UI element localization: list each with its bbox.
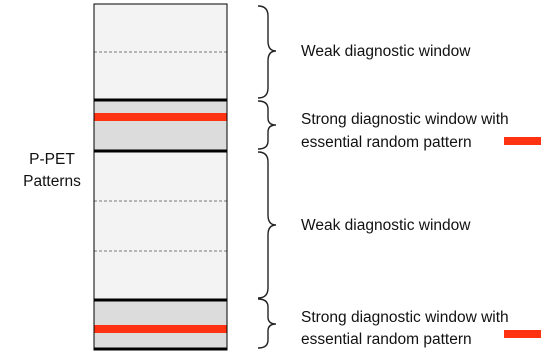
strong-window-1-label-line1: Strong diagnostic window with [301, 111, 509, 128]
brace-weak-window-1 [257, 5, 277, 99]
random-pattern-legend-swatch [504, 137, 541, 145]
brace-strong-window-1 [257, 100, 277, 150]
side-label-line2: Patterns [23, 173, 81, 190]
random-pattern-legend-swatch [504, 330, 541, 338]
weak-window-1-label: Weak diagnostic window [301, 43, 471, 60]
strong-window-2-region [94, 300, 227, 349]
strong-window-2-label-line1: Strong diagnostic window with [301, 309, 509, 326]
random-pattern-bar [94, 325, 227, 333]
brace-weak-window-2 [257, 151, 277, 299]
column-outline [93, 3, 228, 351]
weak-window-2-label: Weak diagnostic window [301, 217, 471, 234]
strong-window-2-label-line2: essential random pattern [301, 331, 472, 348]
random-pattern-bar [94, 113, 227, 121]
weak-window-2-region [94, 151, 227, 300]
strong-window-1-region [94, 100, 227, 151]
brace-strong-window-2 [257, 298, 277, 349]
side-label-line1: P-PET [29, 151, 75, 168]
pattern-column [93, 3, 228, 351]
strong-window-1-label-line2: essential random pattern [301, 134, 472, 151]
